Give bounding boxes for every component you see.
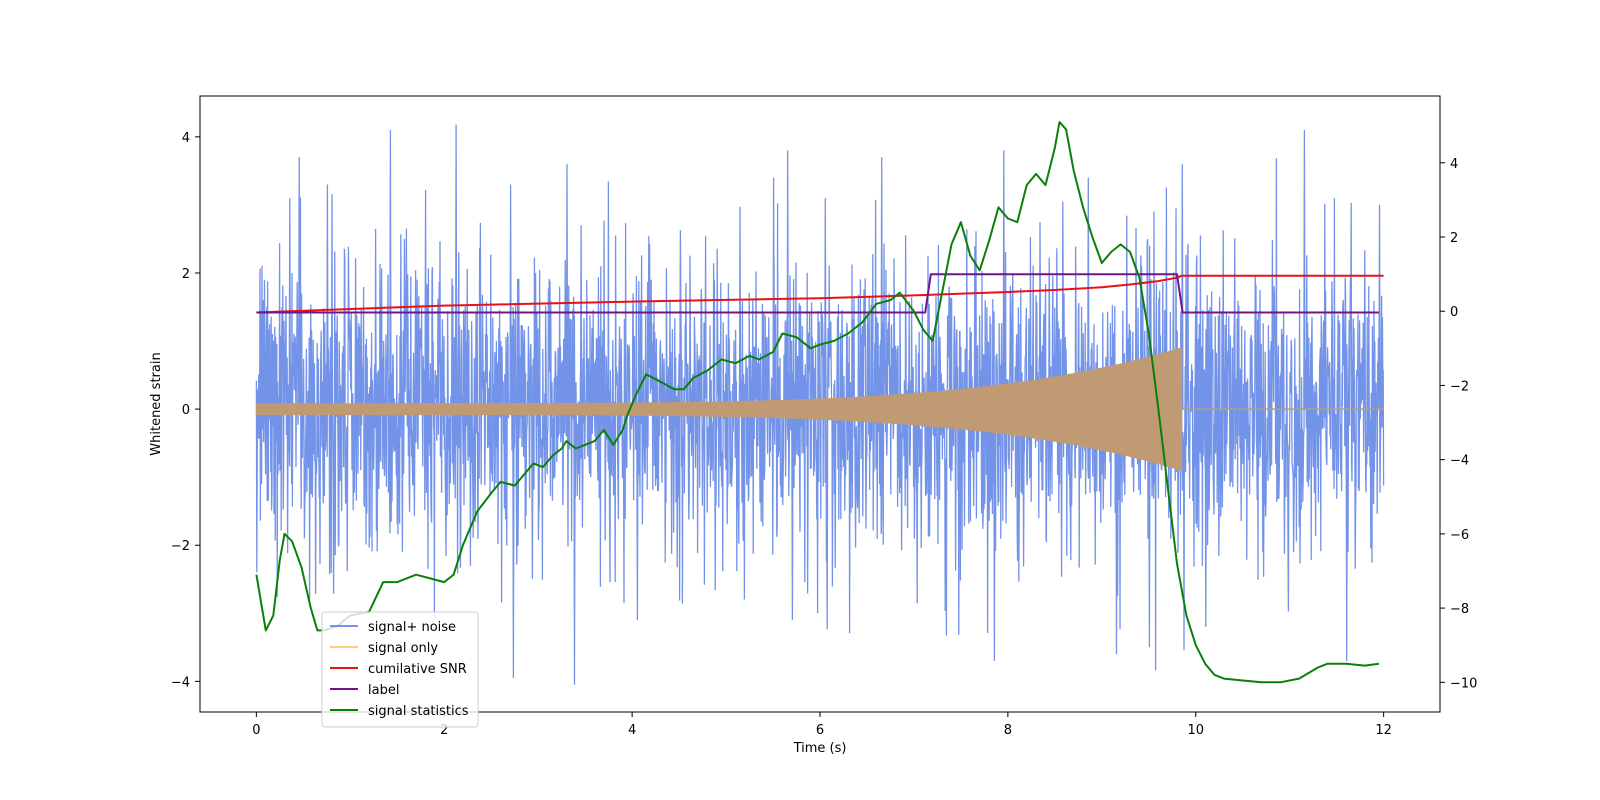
- x-tick-label: 12: [1375, 723, 1392, 738]
- y-tick-label: 4: [182, 131, 190, 146]
- legend-label: signal only: [368, 641, 438, 656]
- legend-box: [321, 611, 479, 728]
- y2-tick-label: −6: [1450, 528, 1469, 543]
- y-tick-label: 0: [182, 403, 190, 418]
- y-axis-label: Whitened strain: [149, 352, 164, 455]
- x-tick-label: 4: [628, 723, 636, 738]
- series-label: [256, 273, 1379, 314]
- y2-tick-label: −2: [1450, 379, 1469, 394]
- y2-tick-label: −8: [1450, 602, 1469, 617]
- plot-area: [255, 121, 1385, 685]
- legend-label: signal+ noise: [368, 620, 456, 635]
- y2-tick-label: −4: [1450, 454, 1469, 469]
- legend-label: signal statistics: [368, 704, 469, 719]
- legend-label: label: [368, 683, 399, 698]
- legend-label: cumilative SNR: [368, 662, 467, 677]
- y2-tick-label: 4: [1450, 157, 1458, 172]
- series-group: [255, 121, 1385, 685]
- x-tick-label: 6: [816, 723, 824, 738]
- y2-tick-label: 0: [1450, 305, 1458, 320]
- y2-tick-label: 2: [1450, 231, 1458, 246]
- x-tick-label: 8: [1004, 723, 1012, 738]
- legend: signal+ noise signal only cumilative SNR la…: [321, 611, 479, 728]
- y2-tick-label: −10: [1450, 676, 1477, 691]
- series-signal-statistics: [255, 121, 1380, 684]
- y-tick-label: 2: [182, 267, 190, 282]
- x-tick-label: 2: [440, 723, 448, 738]
- x-tick-label: 0: [252, 723, 260, 738]
- y-tick-label: −4: [171, 675, 190, 690]
- y-tick-label: −2: [171, 539, 190, 554]
- x-axis-label: Time (s): [793, 741, 847, 756]
- axis-ticks: 0 2 4 6 8 10 12 −4 −2 0 2 4 −10 −8 −6 −4 −2 0 2 4: [171, 131, 1478, 738]
- series-signal-only: [255, 347, 1183, 472]
- x-tick-label: 10: [1187, 723, 1204, 738]
